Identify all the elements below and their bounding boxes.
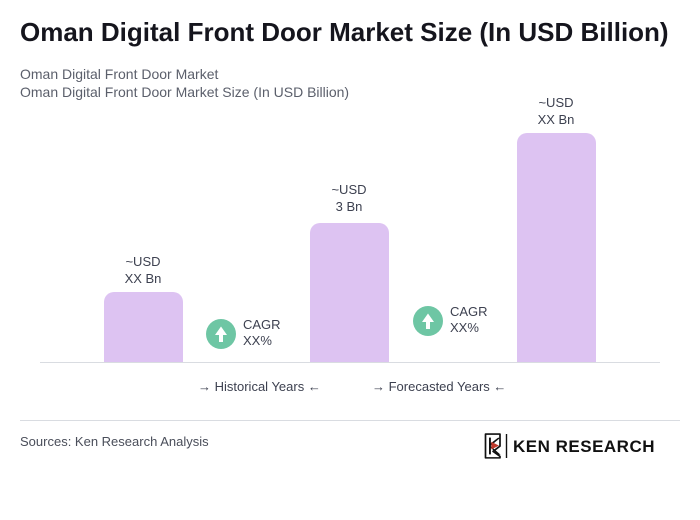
svg-text:KEN RESEARCH: KEN RESEARCH [513, 437, 655, 456]
